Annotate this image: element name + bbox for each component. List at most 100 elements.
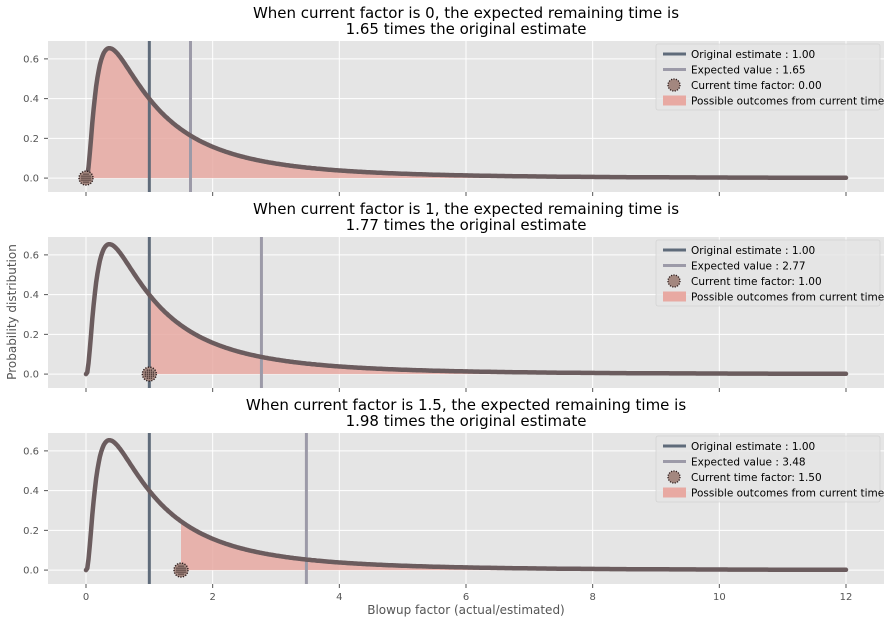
marker-dot	[144, 371, 146, 373]
y-tick-label: 0.0	[23, 566, 39, 577]
marker-dot	[176, 569, 178, 571]
x-tick-label: 4	[336, 592, 342, 603]
legend-label: Expected value : 2.77	[691, 260, 806, 272]
marker-dot	[182, 571, 184, 573]
panel-title-line1: When current factor is 0, the expected r…	[253, 4, 679, 22]
y-tick-label: 0.4	[23, 94, 39, 105]
marker-dot	[152, 375, 154, 377]
y-tick-label: 0.4	[23, 290, 39, 301]
marker-dot	[87, 179, 89, 181]
y-tick-label: 0.6	[23, 446, 39, 457]
panel-3: 0.0 0.2 0.4 0.6 0 2 4 6 8 10 12 When current factor…	[23, 396, 884, 603]
marker-dot	[150, 377, 152, 379]
x-tick-label: 6	[463, 592, 469, 603]
marker-dot	[146, 375, 148, 377]
legend-box	[655, 239, 881, 307]
pdf-curve	[83, 45, 849, 181]
current-time-marker	[173, 562, 189, 578]
marker-dot	[144, 373, 146, 375]
x-tick-label: 10	[713, 592, 726, 603]
marker-dot	[148, 377, 150, 379]
marker-dot	[89, 177, 91, 179]
marker-dot	[89, 175, 91, 177]
legend-marker-swatch	[667, 470, 681, 484]
marker-dot	[87, 181, 89, 183]
legend-label: Original estimate : 1.00	[691, 245, 815, 257]
legend-label: Possible outcomes from current time	[691, 487, 884, 499]
legend-label: Expected value : 3.48	[691, 456, 806, 468]
marker-dot	[176, 571, 178, 573]
marker-dot	[182, 565, 184, 567]
panel-title-line1: When current factor is 1, the expected r…	[253, 200, 679, 218]
marker-dot	[81, 179, 83, 181]
marker-dot	[150, 373, 152, 375]
panel-1: 0.0 0.2 0.4 0.6 When current factor is 0, th…	[23, 4, 884, 196]
marker-dot	[144, 375, 146, 377]
legend-fill-swatch	[663, 291, 686, 302]
legend-marker-swatch	[667, 78, 681, 92]
panel-title-line2: 1.98 times the original estimate	[346, 412, 587, 430]
x-tick-label: 2	[209, 592, 215, 603]
marker-dot	[87, 175, 89, 177]
x-axis-label: Blowup factor (actual/estimated)	[367, 603, 565, 617]
marker-dot	[146, 373, 148, 375]
marker-dot	[85, 179, 87, 181]
legend-label: Possible outcomes from current time	[691, 95, 884, 107]
marker-dot	[148, 373, 150, 375]
legend-label: Current time factor: 1.50	[691, 472, 822, 484]
marker-dot	[178, 573, 180, 575]
x-tick-label: 8	[589, 592, 595, 603]
possible-outcomes-area	[149, 294, 847, 375]
marker-dot	[148, 369, 150, 371]
possible-outcomes-area	[181, 521, 846, 571]
marker-dot	[81, 177, 83, 179]
marker-dot	[180, 565, 182, 567]
marker-dot	[184, 567, 186, 569]
marker-dot	[150, 369, 152, 371]
legend: Original estimate : 1.00 Expected value :…	[655, 43, 884, 111]
marker-dot	[146, 369, 148, 371]
marker-dot	[182, 567, 184, 569]
marker-dot	[85, 181, 87, 183]
y-tick-label: 0.6	[23, 54, 39, 65]
y-tick-label: 0.2	[23, 526, 39, 537]
marker-dot	[83, 173, 85, 175]
pdf-curve	[83, 241, 849, 377]
marker-dot	[81, 175, 83, 177]
marker-dot	[89, 179, 91, 181]
y-tick-label: 0.0	[23, 174, 39, 185]
marker-dot	[180, 573, 182, 575]
x-tick-label: 12	[840, 592, 853, 603]
current-time-marker	[78, 170, 94, 186]
marker-dot	[184, 569, 186, 571]
panel-2: 0.0 0.2 0.4 0.6 When current factor is 1, th…	[23, 200, 884, 392]
marker-dot	[182, 573, 184, 575]
marker-dot	[83, 179, 85, 181]
current-time-marker	[141, 366, 158, 382]
marker-dot	[178, 565, 180, 567]
legend-label: Expected value : 1.65	[691, 64, 806, 76]
marker-dot	[148, 371, 150, 373]
marker-dot	[87, 173, 89, 175]
marker-dot	[146, 371, 148, 373]
panel-title-line1: When current factor is 1.5, the expected…	[246, 396, 687, 414]
marker-dot	[150, 375, 152, 377]
marker-dot	[148, 375, 150, 377]
marker-dot	[180, 567, 182, 569]
y-tick-label: 0.6	[23, 250, 39, 261]
panel-title-line2: 1.65 times the original estimate	[346, 20, 587, 38]
marker-dot	[85, 175, 87, 177]
marker-dot	[182, 569, 184, 571]
legend-fill-swatch	[663, 95, 686, 106]
legend: Original estimate : 1.00 Expected value :…	[655, 435, 884, 503]
legend-label: Current time factor: 0.00	[691, 80, 822, 92]
marker-dot	[152, 371, 154, 373]
marker-dot	[146, 377, 148, 379]
marker-dot	[178, 571, 180, 573]
marker-dot	[178, 567, 180, 569]
x-tick-label: 0	[83, 592, 89, 603]
legend-label: Possible outcomes from current time	[691, 291, 884, 303]
marker-dot	[87, 177, 89, 179]
marker-dot	[83, 181, 85, 183]
marker-dot	[83, 177, 85, 179]
